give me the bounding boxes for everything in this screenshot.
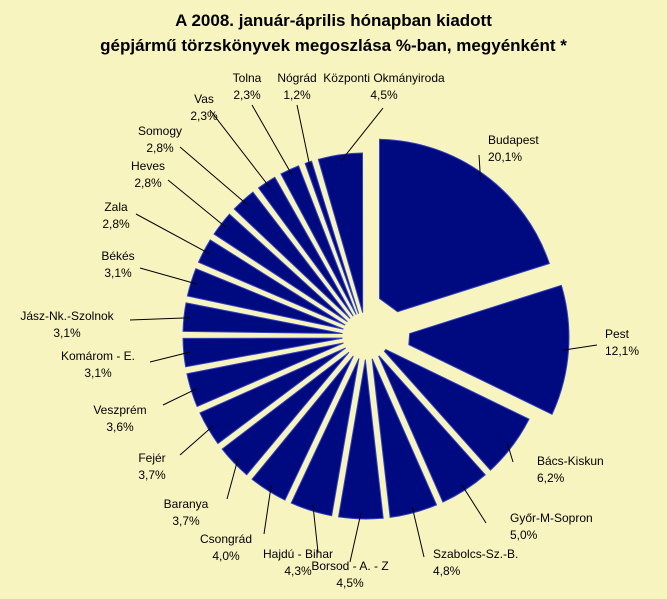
leader-line-19 bbox=[296, 104, 311, 169]
chart-subtitle: gépjármű törzskönyvek megoszlása %-ban, … bbox=[100, 36, 567, 55]
pie-slice-13 bbox=[186, 268, 344, 330]
pie-slice-11 bbox=[182, 337, 343, 368]
slice-value-13: 3,1% bbox=[104, 266, 132, 280]
pie-slice-1 bbox=[408, 284, 570, 415]
slice-value-6: 4,3% bbox=[284, 564, 312, 578]
pie-slice-5 bbox=[337, 359, 384, 520]
slice-value-10: 3,6% bbox=[106, 420, 134, 434]
pie-slice-2 bbox=[383, 348, 530, 471]
leader-line-0 bbox=[478, 154, 481, 180]
leader-line-2 bbox=[506, 442, 514, 463]
slice-label-6: Hajdú - Bihar bbox=[263, 547, 333, 561]
slice-labels: Budapest 20,1% Pest 12,1% Bács-Kiskun 6,2% Győ… bbox=[20, 71, 639, 590]
pie-slice-12 bbox=[182, 302, 343, 335]
slice-label-16: Somogy bbox=[138, 124, 182, 138]
leader-line-8 bbox=[226, 458, 239, 500]
slice-label-1: Pest bbox=[605, 327, 630, 341]
leader-line-16 bbox=[179, 146, 248, 206]
leader-line-20 bbox=[340, 107, 384, 162]
slice-label-4: Szabolcs-Sz.-B. bbox=[433, 547, 518, 561]
slice-value-19: 1,2% bbox=[283, 88, 311, 102]
slice-label-17: Vas bbox=[194, 92, 214, 106]
slice-label-20: Központi Okmányiroda bbox=[323, 71, 445, 85]
leader-line-14 bbox=[135, 213, 210, 255]
slice-value-4: 4,8% bbox=[433, 564, 461, 578]
pie-slice-10 bbox=[186, 342, 344, 408]
slice-value-5: 4,5% bbox=[336, 576, 364, 590]
leader-line-6 bbox=[312, 504, 319, 553]
leader-line-18 bbox=[251, 104, 293, 176]
pie-slice-8 bbox=[221, 351, 350, 476]
pie-slice-16 bbox=[233, 191, 351, 319]
slice-label-11: Komárom - E. bbox=[61, 349, 135, 363]
leader-line-11 bbox=[149, 351, 190, 363]
pie-slice-14 bbox=[197, 239, 346, 326]
slice-label-13: Békés bbox=[101, 249, 134, 263]
slice-label-0: Budapest bbox=[488, 133, 539, 147]
leader-line-12 bbox=[129, 317, 191, 321]
slice-value-3: 5,0% bbox=[510, 528, 538, 542]
pie-slice-9 bbox=[199, 347, 347, 445]
slice-label-7: Csongrád bbox=[200, 532, 252, 546]
slice-value-12: 3,1% bbox=[53, 326, 81, 340]
slice-value-16: 2,8% bbox=[146, 141, 174, 155]
slice-value-15: 2,8% bbox=[134, 176, 162, 190]
leader-line-17 bbox=[209, 109, 271, 188]
leader-line-3 bbox=[461, 484, 487, 524]
slice-value-11: 3,1% bbox=[84, 366, 112, 380]
slice-value-2: 6,2% bbox=[537, 471, 565, 485]
leader-line-9 bbox=[179, 425, 214, 456]
pie-slices bbox=[182, 138, 570, 520]
slice-label-5: Borsod - A. - Z bbox=[311, 559, 388, 573]
slice-label-8: Baranya bbox=[164, 497, 209, 511]
slice-label-19: Nógrád bbox=[277, 71, 316, 85]
chart-title: A 2008. január-április hónapban kiadott bbox=[175, 11, 492, 30]
pie-slice-18 bbox=[280, 165, 357, 315]
pie-slice-0 bbox=[379, 138, 550, 313]
pie-slice-4 bbox=[371, 358, 438, 518]
slice-label-9: Fejér bbox=[138, 451, 165, 465]
leader-lines bbox=[129, 104, 598, 563]
leader-line-4 bbox=[411, 506, 425, 558]
leader-line-10 bbox=[162, 388, 198, 406]
leader-line-7 bbox=[263, 485, 272, 535]
pie-slice-6 bbox=[290, 358, 360, 517]
slice-value-9: 3,7% bbox=[138, 468, 166, 482]
slice-label-3: Győr-M-Sopron bbox=[510, 511, 593, 525]
leader-line-13 bbox=[139, 267, 197, 285]
leader-line-15 bbox=[167, 179, 227, 228]
slice-label-14: Zala bbox=[104, 200, 128, 214]
slice-value-7: 4,0% bbox=[212, 549, 240, 563]
slice-value-17: 2,3% bbox=[190, 109, 218, 123]
slice-value-1: 12,1% bbox=[605, 344, 639, 358]
slice-value-18: 2,3% bbox=[233, 88, 261, 102]
slice-value-20: 4,5% bbox=[370, 88, 398, 102]
pie-slice-3 bbox=[378, 355, 486, 503]
slice-label-15: Heves bbox=[131, 159, 165, 173]
leader-line-5 bbox=[349, 512, 362, 563]
slice-value-8: 3,7% bbox=[172, 514, 200, 528]
slice-label-18: Tolna bbox=[233, 71, 262, 85]
slice-label-2: Bács-Kiskun bbox=[537, 454, 604, 468]
pie-slice-15 bbox=[213, 213, 348, 322]
slice-value-14: 2,8% bbox=[102, 217, 130, 231]
leader-line-1 bbox=[562, 344, 598, 351]
pie-slice-17 bbox=[257, 176, 354, 317]
slice-label-12: Jász-Nk.-Szolnok bbox=[20, 309, 114, 323]
slice-label-10: Veszprém bbox=[93, 403, 146, 417]
slice-value-0: 20,1% bbox=[488, 150, 522, 164]
pie-slice-7 bbox=[251, 355, 354, 501]
chart-title-block: A 2008. január-április hónapban kiadott … bbox=[0, 8, 667, 58]
